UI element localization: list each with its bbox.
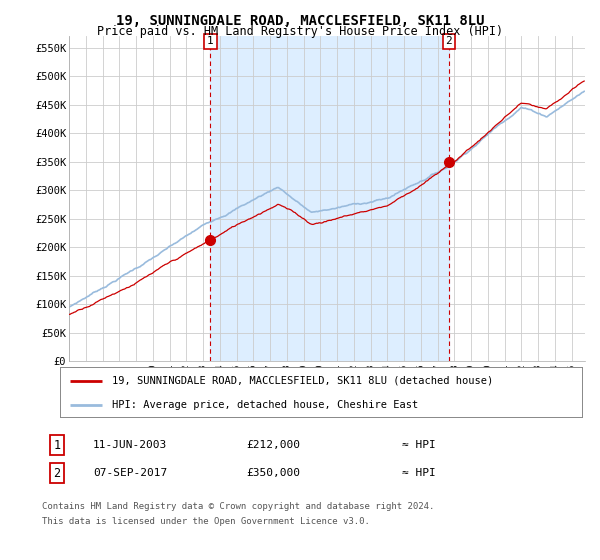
Text: £212,000: £212,000 — [246, 440, 300, 450]
Text: 2: 2 — [53, 466, 61, 480]
Text: ≈ HPI: ≈ HPI — [402, 468, 436, 478]
Text: 07-SEP-2017: 07-SEP-2017 — [93, 468, 167, 478]
Text: Contains HM Land Registry data © Crown copyright and database right 2024.: Contains HM Land Registry data © Crown c… — [42, 502, 434, 511]
Text: 11-JUN-2003: 11-JUN-2003 — [93, 440, 167, 450]
Text: £350,000: £350,000 — [246, 468, 300, 478]
Text: HPI: Average price, detached house, Cheshire East: HPI: Average price, detached house, Ches… — [112, 400, 418, 409]
Text: 1: 1 — [53, 438, 61, 452]
Text: Price paid vs. HM Land Registry's House Price Index (HPI): Price paid vs. HM Land Registry's House … — [97, 25, 503, 38]
Text: 1: 1 — [207, 36, 214, 46]
Text: 2: 2 — [446, 36, 452, 46]
Text: This data is licensed under the Open Government Licence v3.0.: This data is licensed under the Open Gov… — [42, 517, 370, 526]
Text: ≈ HPI: ≈ HPI — [402, 440, 436, 450]
Bar — [211, 36, 449, 361]
Text: 19, SUNNINGDALE ROAD, MACCLESFIELD, SK11 8LU: 19, SUNNINGDALE ROAD, MACCLESFIELD, SK11… — [116, 14, 484, 28]
Text: 19, SUNNINGDALE ROAD, MACCLESFIELD, SK11 8LU (detached house): 19, SUNNINGDALE ROAD, MACCLESFIELD, SK11… — [112, 376, 493, 386]
